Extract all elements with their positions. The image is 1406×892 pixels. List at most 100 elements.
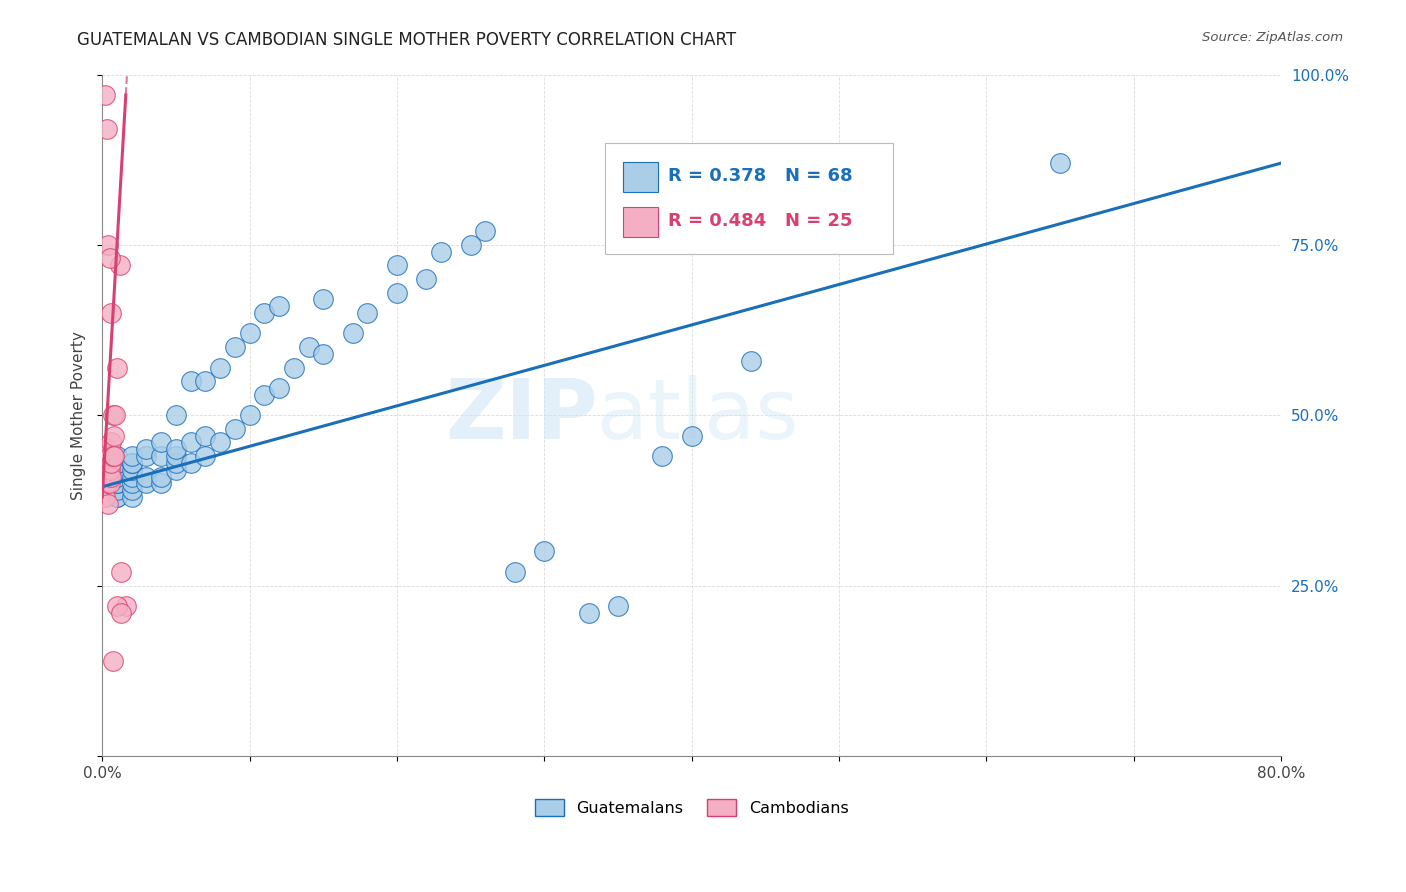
Point xyxy=(105,490,128,504)
Point xyxy=(105,490,128,504)
Point xyxy=(239,408,262,422)
Point xyxy=(98,463,121,477)
Point xyxy=(103,428,125,442)
Point xyxy=(150,449,173,463)
Point xyxy=(108,258,131,272)
Point xyxy=(165,408,187,422)
Point xyxy=(239,326,262,341)
Point xyxy=(97,238,120,252)
Point xyxy=(165,456,187,470)
Point xyxy=(97,469,120,483)
Point xyxy=(297,340,319,354)
Point xyxy=(121,456,143,470)
Point xyxy=(121,483,143,498)
Y-axis label: Single Mother Poverty: Single Mother Poverty xyxy=(72,331,86,500)
Point xyxy=(105,449,128,463)
Point xyxy=(121,476,143,491)
Point xyxy=(385,285,408,300)
Point xyxy=(135,449,157,463)
Point xyxy=(253,388,276,402)
Point xyxy=(96,463,118,477)
Point xyxy=(94,87,117,102)
Point xyxy=(98,252,121,266)
Point xyxy=(533,544,555,558)
Point xyxy=(100,306,122,320)
Text: R = 0.378   N = 68: R = 0.378 N = 68 xyxy=(668,167,852,185)
Text: atlas: atlas xyxy=(598,375,799,456)
Point xyxy=(474,224,496,238)
Point xyxy=(121,463,143,477)
Point xyxy=(98,449,121,463)
Point xyxy=(150,469,173,483)
Point xyxy=(105,476,128,491)
Point xyxy=(121,456,143,470)
Point xyxy=(101,449,124,463)
Point xyxy=(121,490,143,504)
Point xyxy=(356,306,378,320)
Point xyxy=(385,258,408,272)
Point xyxy=(135,442,157,457)
Point xyxy=(103,449,125,463)
Point xyxy=(267,381,290,395)
Point xyxy=(194,428,217,442)
Point xyxy=(105,456,128,470)
Point xyxy=(224,422,246,436)
Point xyxy=(578,606,600,620)
Point xyxy=(209,360,232,375)
Text: R = 0.484   N = 25: R = 0.484 N = 25 xyxy=(668,212,852,230)
Point xyxy=(110,606,132,620)
Point xyxy=(135,476,157,491)
Point xyxy=(105,483,128,498)
Point xyxy=(194,374,217,388)
Point xyxy=(607,599,630,613)
Point xyxy=(97,497,120,511)
Point xyxy=(94,456,117,470)
Point xyxy=(180,456,202,470)
Point xyxy=(430,244,453,259)
Point xyxy=(503,565,526,579)
Point xyxy=(101,408,124,422)
Point xyxy=(105,463,128,477)
Point xyxy=(150,435,173,450)
Point xyxy=(681,428,703,442)
Point xyxy=(110,565,132,579)
Point xyxy=(100,456,122,470)
Point xyxy=(150,476,173,491)
Point xyxy=(96,449,118,463)
Point xyxy=(651,449,673,463)
Legend: Guatemalans, Cambodians: Guatemalans, Cambodians xyxy=(529,793,855,823)
Point xyxy=(105,360,128,375)
Point xyxy=(94,449,117,463)
Point xyxy=(460,238,482,252)
Point xyxy=(209,435,232,450)
Point xyxy=(97,442,120,457)
Point xyxy=(253,306,276,320)
Point xyxy=(224,340,246,354)
Point xyxy=(97,456,120,470)
Point xyxy=(121,469,143,483)
Point xyxy=(312,293,335,307)
Point xyxy=(105,456,128,470)
Point xyxy=(96,122,118,136)
Point xyxy=(135,469,157,483)
Text: GUATEMALAN VS CAMBODIAN SINGLE MOTHER POVERTY CORRELATION CHART: GUATEMALAN VS CAMBODIAN SINGLE MOTHER PO… xyxy=(77,31,737,49)
Point xyxy=(165,442,187,457)
Point xyxy=(100,435,122,450)
Point xyxy=(415,272,437,286)
Text: Source: ZipAtlas.com: Source: ZipAtlas.com xyxy=(1202,31,1343,45)
Point xyxy=(101,653,124,667)
Point xyxy=(94,490,117,504)
Text: ZIP: ZIP xyxy=(444,375,598,456)
Point xyxy=(121,449,143,463)
Point xyxy=(165,449,187,463)
Point xyxy=(342,326,364,341)
Point xyxy=(740,353,762,368)
Point xyxy=(114,599,136,613)
Point xyxy=(1049,156,1071,170)
Point xyxy=(180,435,202,450)
Point xyxy=(98,476,121,491)
Point xyxy=(267,299,290,313)
Point xyxy=(105,599,128,613)
Point xyxy=(165,463,187,477)
Point xyxy=(194,449,217,463)
